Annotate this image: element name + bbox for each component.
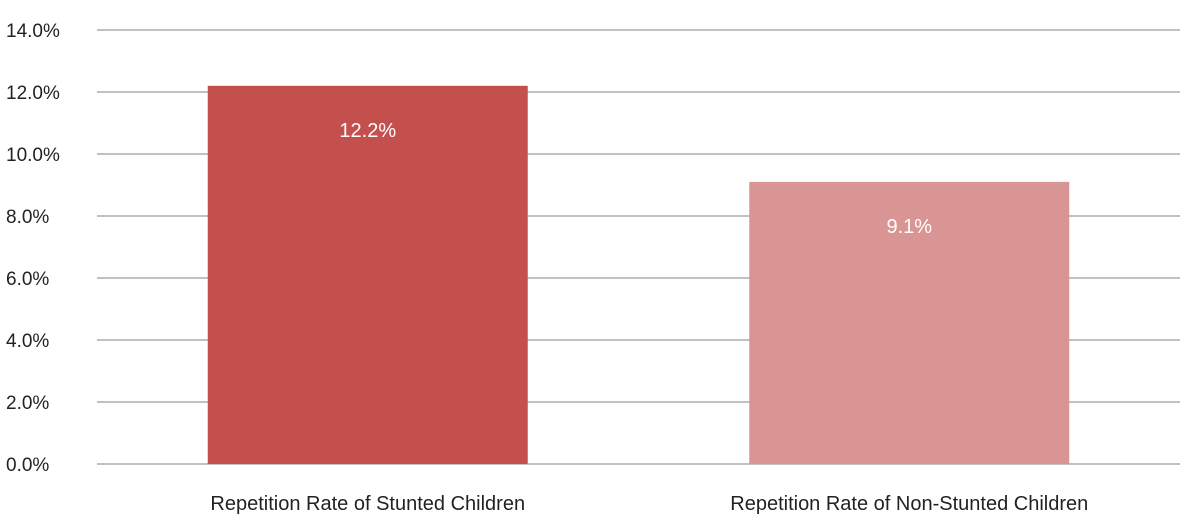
y-tick-label: 10.0% [6, 145, 60, 166]
y-tick-label: 8.0% [6, 207, 49, 228]
y-tick-label: 2.0% [6, 393, 49, 414]
bar [207, 85, 528, 465]
y-tick-label: 14.0% [6, 21, 60, 42]
x-category-label: Repetition Rate of Stunted Children [210, 493, 525, 515]
y-tick-label: 12.0% [6, 83, 60, 104]
bars [207, 85, 1070, 465]
y-tick-label: 4.0% [6, 331, 49, 352]
bar-value-label: 12.2% [339, 120, 396, 142]
y-tick-label: 6.0% [6, 269, 49, 290]
bar [749, 181, 1070, 464]
bar-value-label: 9.1% [886, 216, 932, 238]
y-axis-tick-labels: 0.0% 2.0% 4.0% 6.0% 8.0% 10.0% 12.0% 14.0% [6, 21, 60, 476]
x-axis-category-labels: Repetition Rate of Stunted Children Repet… [210, 493, 1088, 515]
y-tick-label: 0.0% [6, 455, 49, 476]
x-category-label: Repetition Rate of Non-Stunted Children [730, 493, 1088, 515]
data-labels: 12.2% 9.1% [339, 120, 932, 238]
